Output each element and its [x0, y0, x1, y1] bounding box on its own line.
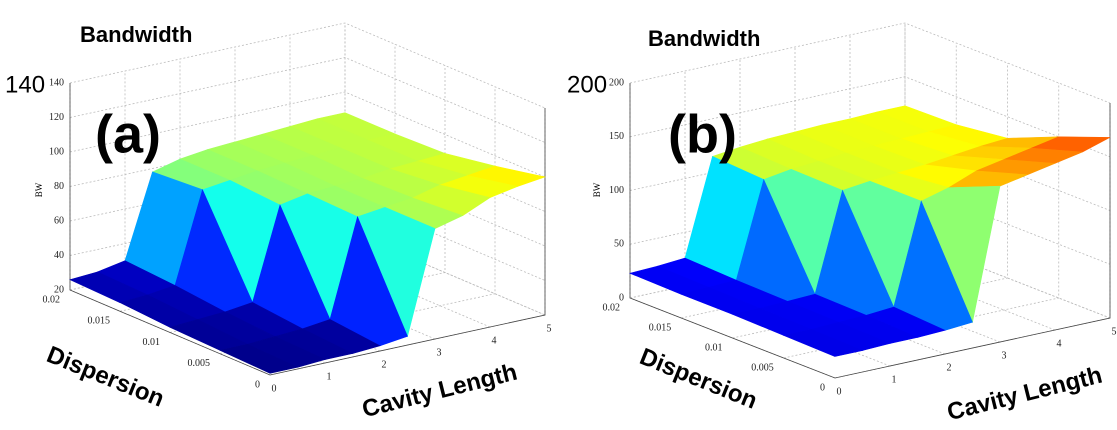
- y-tick-label: 0: [255, 379, 260, 390]
- z-axis-label: BW: [592, 182, 602, 197]
- z-tick-label: 100: [609, 185, 624, 196]
- x-tick-label: 5: [1112, 326, 1117, 337]
- surface-patch: [782, 329, 864, 357]
- x-tick-label: 4: [492, 335, 497, 346]
- z-tick-label: 50: [614, 239, 624, 250]
- z-tick-label: 140: [49, 77, 64, 88]
- x-tick-label: 2: [947, 362, 952, 373]
- overlay-label: 140: [5, 71, 45, 98]
- x-tick-label: 0: [272, 383, 277, 394]
- y-tick-label: 0.005: [188, 358, 211, 369]
- x-tick-label: 3: [437, 347, 442, 358]
- grid-line: [629, 76, 1111, 158]
- y-tick-label: 0.01: [705, 342, 723, 353]
- y-tick-label: 0.015: [649, 322, 672, 333]
- panel-label: (a): [95, 104, 161, 164]
- x-tick-label: 1: [892, 374, 897, 385]
- chart-title: Bandwidth: [80, 22, 192, 47]
- z-tick-label: 150: [609, 131, 624, 142]
- y-tick-label: 0.01: [143, 337, 161, 348]
- grid-line: [69, 91, 546, 178]
- axis-edge: [69, 83, 546, 376]
- y-tick-label: 0.005: [751, 362, 774, 373]
- grid-line: [69, 57, 546, 143]
- y-axis-label: Dispersion: [636, 343, 761, 414]
- y-tick-label: 0.015: [88, 316, 111, 327]
- z-tick-label: 120: [49, 112, 64, 123]
- z-tick-label: 80: [54, 181, 64, 192]
- x-tick-label: 3: [1002, 350, 1007, 361]
- panel-a: 20 40 60 80 100 120 140 0 0.005 0.01 0.015 0.02 0 1 2 3…: [5, 22, 552, 423]
- z-tick-label: 100: [49, 146, 64, 157]
- z-tick-label: 40: [54, 250, 64, 261]
- z-tick-label: 200: [609, 77, 624, 88]
- panel-b: 05010015020000.0050.010.0150.02012345Ban…: [567, 22, 1117, 427]
- z-tick-label: 0: [619, 292, 624, 303]
- z-axis-label: BW: [34, 182, 44, 197]
- grid-line: [69, 22, 546, 109]
- x-tick-label: 0: [837, 386, 842, 397]
- x-tick-label: 1: [327, 371, 332, 382]
- y-tick-label: 0: [820, 382, 825, 393]
- y-tick-label: 0.02: [43, 294, 61, 305]
- x-axis-label: Cavity Length: [944, 362, 1105, 427]
- y-axis-label: Dispersion: [43, 341, 168, 412]
- chart-title: Bandwidth: [648, 26, 760, 51]
- x-tick-label: 4: [1057, 338, 1062, 349]
- x-tick-label: 2: [382, 359, 387, 370]
- z-tick-label: 60: [54, 215, 64, 226]
- overlay-label: 200: [567, 71, 607, 98]
- grid-line: [629, 22, 1111, 104]
- panel-label: (b): [668, 104, 737, 164]
- z-tick-label: 20: [54, 284, 64, 295]
- surface-patch: [219, 343, 299, 374]
- y-tick-label: 0.02: [603, 302, 621, 313]
- x-tick-label: 5: [547, 323, 552, 334]
- axis-edge: [629, 83, 1111, 379]
